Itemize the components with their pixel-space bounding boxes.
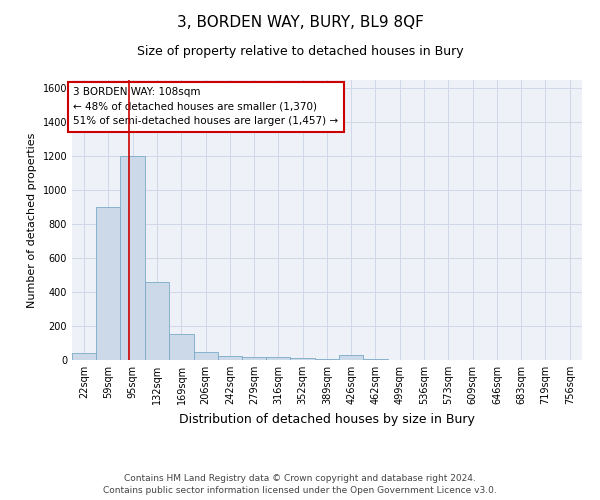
Bar [72, 353, 97, 360]
Bar [218, 356, 242, 360]
Bar [120, 156, 145, 360]
Text: 3 BORDEN WAY: 108sqm
← 48% of detached houses are smaller (1,370)
51% of semi-de: 3 BORDEN WAY: 108sqm ← 48% of detached h… [73, 87, 338, 126]
Y-axis label: Number of detached properties: Number of detached properties [27, 132, 37, 308]
Text: 3, BORDEN WAY, BURY, BL9 8QF: 3, BORDEN WAY, BURY, BL9 8QF [176, 15, 424, 30]
X-axis label: Distribution of detached houses by size in Bury: Distribution of detached houses by size … [179, 412, 475, 426]
Bar [339, 355, 363, 360]
Text: Size of property relative to detached houses in Bury: Size of property relative to detached ho… [137, 45, 463, 58]
Bar [315, 359, 339, 360]
Bar [363, 359, 388, 360]
Bar [194, 352, 218, 360]
Bar [145, 282, 169, 360]
Bar [97, 208, 120, 360]
Bar [242, 358, 266, 360]
Text: Contains HM Land Registry data © Crown copyright and database right 2024.
Contai: Contains HM Land Registry data © Crown c… [103, 474, 497, 495]
Bar [290, 358, 315, 360]
Bar [266, 358, 290, 360]
Bar [169, 334, 194, 360]
